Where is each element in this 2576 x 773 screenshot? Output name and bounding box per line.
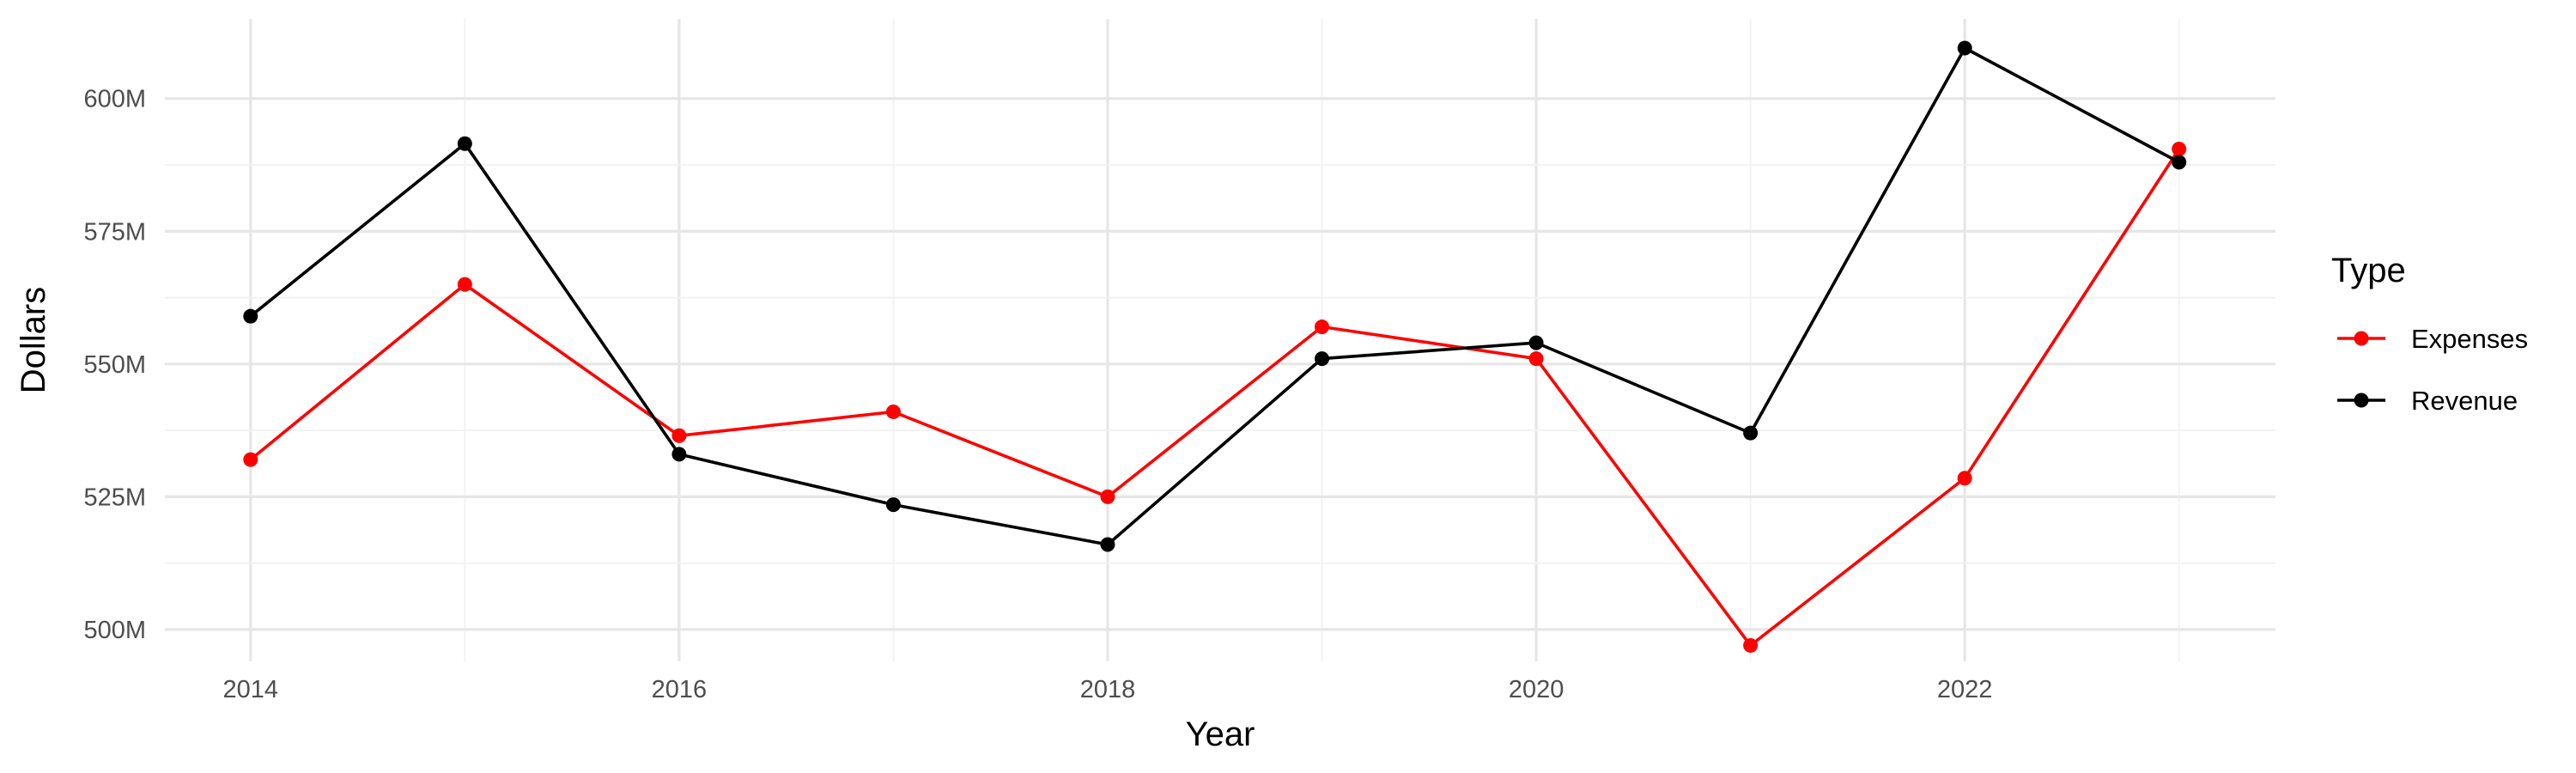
y-tick-label: 600M (83, 86, 146, 113)
y-tick-label: 500M (83, 617, 146, 644)
revenue-point (1743, 425, 1759, 441)
legend-items: Expenses Revenue (2337, 324, 2528, 416)
y-tick-label: 550M (83, 351, 146, 379)
x-tick-label: 2016 (652, 676, 708, 703)
revenue-point (1528, 335, 1544, 350)
expenses-point (1528, 351, 1544, 367)
x-tick-label: 2022 (1937, 676, 1993, 703)
tick-labels: 2014 2016 2018 2020 2022 500M 525M 550M 575M 600M (83, 86, 1992, 703)
revenue-point (1315, 351, 1330, 367)
expenses-point (457, 277, 472, 292)
expenses-point (1743, 637, 1759, 653)
revenue-line (249, 46, 2180, 546)
revenue-point (1957, 40, 1972, 56)
revenue-point (2172, 155, 2187, 170)
expenses-point (885, 404, 901, 419)
revenue-point (457, 136, 472, 151)
revenue-point (671, 447, 687, 462)
grid (165, 19, 2275, 661)
legend: Type Expenses Revenue (2331, 252, 2528, 416)
expenses-point (1100, 489, 1115, 504)
x-tick-label: 2020 (1509, 676, 1564, 703)
expenses-legend-label: Expenses (2411, 324, 2528, 354)
revenue-point (885, 497, 901, 513)
expenses-point (243, 452, 258, 467)
revenue-legend-label: Revenue (2411, 386, 2518, 416)
expenses-point (1957, 471, 1972, 486)
x-tick-label: 2018 (1080, 676, 1136, 703)
expenses-point (1315, 320, 1330, 335)
y-axis-title: Dollars (15, 287, 52, 393)
legend-title: Type (2331, 252, 2406, 289)
y-tick-label: 575M (83, 218, 146, 246)
revenue-legend-marker (2354, 393, 2369, 408)
x-tick-label: 2014 (223, 676, 279, 703)
expenses-line (249, 148, 2181, 648)
x-axis-title: Year (1186, 715, 1255, 753)
expenses-point (671, 428, 687, 443)
expenses-point (2172, 141, 2187, 156)
expenses-legend-marker (2354, 331, 2369, 346)
revenue-point (1100, 537, 1115, 552)
series-layer (243, 40, 2187, 653)
revenue-point (243, 308, 258, 324)
y-tick-label: 525M (83, 484, 146, 511)
